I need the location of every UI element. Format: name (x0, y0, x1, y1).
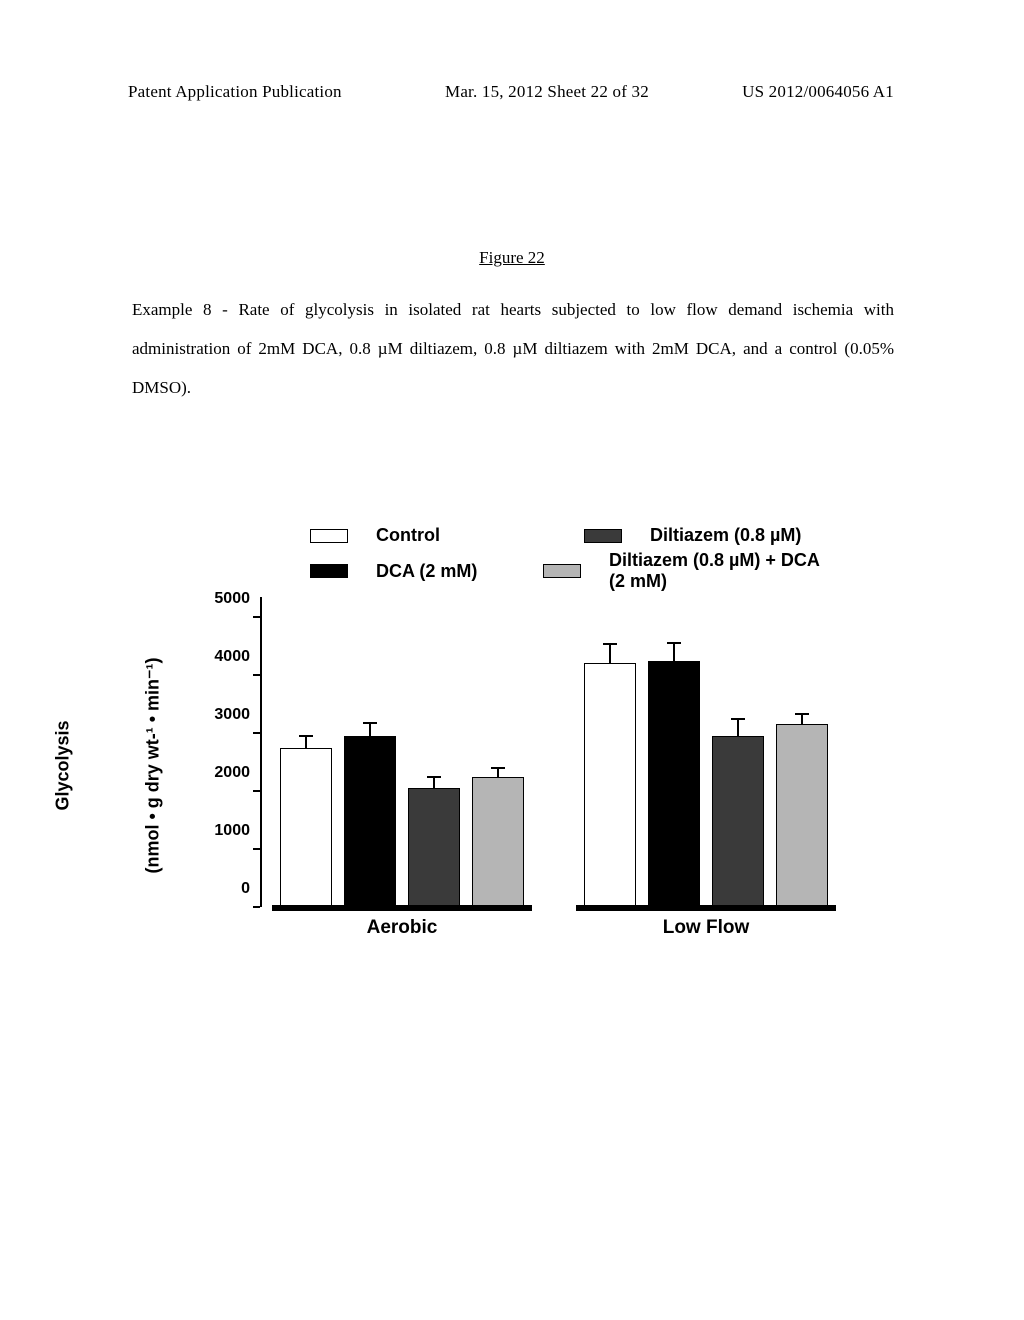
error-bar-cap (491, 767, 505, 769)
y-axis-label: Glycolysis (nmol • g dry wt-¹ • min⁻¹) (110, 655, 128, 875)
y-tick (253, 906, 260, 908)
y-tick (253, 674, 260, 676)
error-bar (737, 719, 739, 736)
y-tick-label: 5000 (200, 590, 250, 608)
y-axis-label-line1: Glycolysis (53, 720, 74, 810)
error-bar (369, 723, 371, 736)
x-axis-label: Aerobic (342, 917, 462, 939)
bar (408, 788, 460, 907)
error-bar-cap (603, 643, 617, 645)
chart-legend: Control Diltiazem (0.8 µM) DCA (2 mM) Di… (310, 525, 820, 596)
y-tick (253, 732, 260, 734)
y-tick-label: 2000 (200, 764, 250, 782)
bar (712, 736, 764, 907)
x-axis-label: Low Flow (646, 917, 766, 939)
error-bar-cap (667, 642, 681, 644)
y-tick (253, 616, 260, 618)
y-tick (253, 790, 260, 792)
error-bar (673, 643, 675, 660)
error-bar (497, 768, 499, 776)
error-bar (305, 736, 307, 748)
bar (648, 661, 700, 908)
header-right: US 2012/0064056 A1 (742, 82, 894, 102)
header-mid: Mar. 15, 2012 Sheet 22 of 32 (445, 82, 649, 102)
bar (280, 748, 332, 908)
legend-swatch-combo (543, 564, 581, 578)
error-bar-cap (299, 735, 313, 737)
y-tick-label: 3000 (200, 706, 250, 724)
error-bar (609, 644, 611, 663)
error-bar-cap (427, 776, 441, 778)
y-axis-label-line2: (nmol • g dry wt-¹ • min⁻¹) (143, 657, 164, 873)
figure-caption: Example 8 - Rate of glycolysis in isolat… (132, 290, 894, 407)
error-bar (433, 777, 435, 789)
glycolysis-chart: Control Diltiazem (0.8 µM) DCA (2 mM) Di… (120, 525, 900, 975)
bar (472, 777, 524, 908)
y-axis-line (260, 597, 262, 907)
legend-label-diltiazem: Diltiazem (0.8 µM) (650, 525, 801, 546)
chart-plot-area: 010002000300040005000AerobicLow Flow (260, 597, 860, 907)
y-tick-label: 0 (200, 880, 250, 898)
error-bar (801, 714, 803, 724)
legend-swatch-control (310, 529, 348, 543)
error-bar-cap (795, 713, 809, 715)
bar (776, 724, 828, 907)
figure-title: Figure 22 (0, 248, 1024, 268)
y-tick (253, 848, 260, 850)
baseline (576, 905, 836, 911)
y-tick-label: 1000 (200, 822, 250, 840)
bar (584, 663, 636, 907)
header-left: Patent Application Publication (128, 82, 342, 102)
legend-label-dca: DCA (2 mM) (376, 561, 515, 582)
bar (344, 736, 396, 907)
legend-swatch-diltiazem (584, 529, 622, 543)
legend-label-combo: Diltiazem (0.8 µM) + DCA (2 mM) (609, 550, 820, 592)
baseline (272, 905, 532, 911)
error-bar-cap (363, 722, 377, 724)
legend-label-control: Control (376, 525, 556, 546)
error-bar-cap (731, 718, 745, 720)
y-tick-label: 4000 (200, 648, 250, 666)
legend-swatch-dca (310, 564, 348, 578)
